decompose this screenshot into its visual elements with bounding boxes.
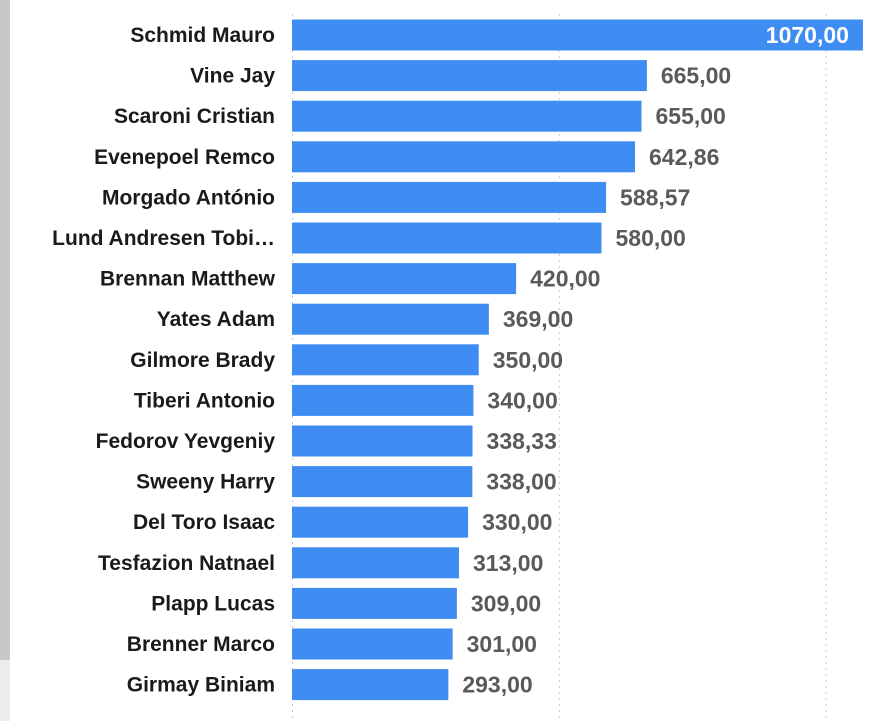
value-label: 350,00	[493, 347, 563, 373]
bar	[292, 425, 473, 457]
value-label: 588,57	[620, 184, 690, 210]
category-label: Sweeny Harry	[136, 471, 275, 494]
bar	[292, 344, 479, 376]
bar	[292, 384, 474, 416]
category-label: Tesfazion Natnael	[98, 552, 275, 575]
category-label: Gilmore Brady	[130, 349, 275, 372]
category-label: Yates Adam	[157, 308, 275, 331]
value-label: 293,00	[462, 672, 532, 698]
bar	[292, 547, 460, 579]
category-label: Schmid Mauro	[130, 24, 275, 47]
bar	[292, 100, 642, 132]
bar	[292, 669, 449, 701]
category-label: Brennan Matthew	[100, 268, 276, 291]
category-label: Fedorov Yevgeniy	[96, 430, 276, 453]
left-scroll-edge	[0, 0, 10, 660]
bar	[292, 19, 863, 51]
category-label: Scaroni Cristian	[114, 105, 275, 128]
bar	[292, 222, 602, 254]
value-labels: 1070,00 665,00 655,00 642,86 588,57 580,00 420…	[462, 22, 849, 698]
category-label: Brenner Marco	[127, 633, 275, 656]
bar	[292, 628, 453, 660]
bar	[292, 181, 607, 213]
category-label: Lund Andresen Tobi…	[52, 227, 275, 250]
value-label: 580,00	[615, 225, 685, 251]
value-label: 1070,00	[766, 22, 849, 48]
category-label: Plapp Lucas	[151, 592, 275, 615]
bar	[292, 303, 489, 335]
value-label: 301,00	[467, 631, 537, 657]
value-label: 338,33	[487, 428, 557, 454]
value-label: 369,00	[503, 306, 573, 332]
category-label: Tiberi Antonio	[134, 389, 275, 412]
value-label: 313,00	[473, 550, 543, 576]
value-label: 665,00	[661, 63, 731, 89]
value-label: 338,00	[486, 469, 556, 495]
category-label: Evenepoel Remco	[94, 146, 275, 169]
value-label: 340,00	[487, 387, 557, 413]
bar	[292, 60, 647, 92]
left-edge-bottom	[0, 660, 10, 721]
value-label: 655,00	[656, 103, 726, 129]
bar	[292, 506, 469, 538]
bars	[292, 19, 863, 701]
category-label: Morgado António	[102, 186, 275, 209]
category-labels: Schmid Mauro Vine Jay Scaroni Cristian Even…	[52, 24, 275, 697]
value-label: 309,00	[471, 590, 541, 616]
value-label: 420,00	[530, 266, 600, 292]
bar	[292, 141, 636, 173]
bar	[292, 263, 517, 295]
bar	[292, 587, 457, 619]
value-label: 330,00	[482, 509, 552, 535]
value-label: 642,86	[649, 144, 719, 170]
category-label: Vine Jay	[190, 65, 275, 88]
category-label: Del Toro Isaac	[133, 511, 275, 534]
category-label: Girmay Biniam	[127, 674, 275, 697]
bar	[292, 466, 473, 498]
